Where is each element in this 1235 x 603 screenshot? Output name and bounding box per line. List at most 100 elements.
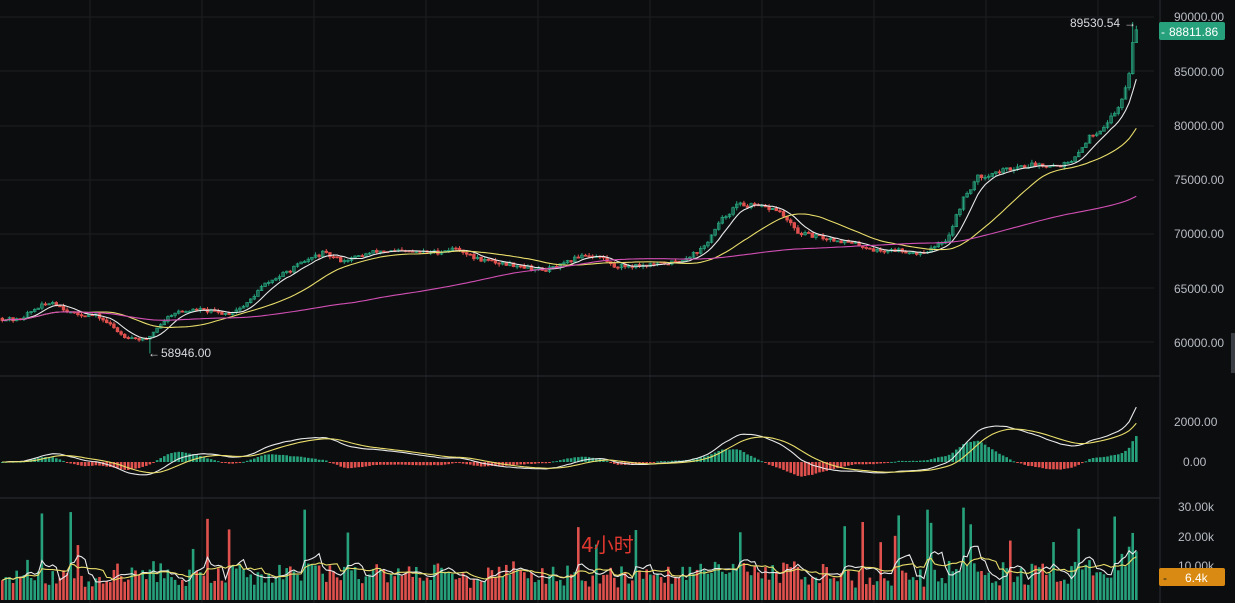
macd-histogram-bar	[548, 462, 551, 463]
macd-histogram-bar	[829, 462, 832, 470]
volume-bar	[861, 522, 864, 600]
volume-bar	[227, 529, 231, 600]
volume-bar	[1120, 553, 1124, 600]
volume-bar	[796, 566, 800, 600]
candle-body	[821, 235, 825, 240]
macd-histogram-bar	[602, 459, 605, 462]
candle-body	[1008, 167, 1012, 171]
last-price-tag-dash: -	[1161, 25, 1165, 39]
macd-histogram-bar	[562, 459, 566, 462]
volume-bar	[357, 579, 360, 600]
volume-bar	[602, 575, 605, 600]
candle-body	[252, 295, 256, 300]
macd-histogram-bar	[937, 457, 940, 462]
macd-histogram-bar	[973, 441, 976, 462]
macd-histogram-bar	[1117, 454, 1120, 462]
macd-histogram-bar	[47, 457, 51, 462]
candle-body	[277, 276, 282, 280]
macd-histogram-bar	[1109, 455, 1113, 462]
candle-body	[569, 260, 573, 263]
volume-bar	[476, 579, 479, 600]
volume-bar	[854, 587, 857, 600]
macd-histogram-bar	[159, 458, 162, 462]
volume-bar	[785, 563, 789, 600]
macd-histogram-bar	[217, 461, 220, 463]
volume-bar	[573, 572, 576, 600]
last-volume-dash: -	[1163, 571, 1167, 585]
volume-bar	[209, 582, 213, 600]
volume-bar	[670, 583, 674, 600]
volume-bar	[76, 545, 80, 600]
macd-histogram-bar	[573, 457, 576, 462]
volume-bar	[353, 567, 357, 600]
macd-histogram-bar	[739, 450, 742, 462]
macd-histogram-bar	[393, 462, 396, 465]
candle-body	[302, 261, 307, 263]
macd-histogram-bar	[422, 462, 425, 466]
macd-histogram-bar	[371, 462, 375, 466]
volume-bar	[4, 577, 8, 600]
candle-body	[979, 174, 984, 179]
volume-bar	[559, 579, 562, 600]
candle-body	[1091, 134, 1095, 137]
candle-body	[33, 309, 37, 312]
macd-histogram-bar	[897, 460, 900, 462]
macd-histogram-bar	[1030, 462, 1034, 467]
volume-bar	[184, 585, 188, 600]
volume-bar	[771, 565, 774, 600]
volume-bar	[789, 567, 792, 600]
volume-bar	[1023, 584, 1026, 600]
high-price-label: 89530.54	[1070, 16, 1120, 30]
candle-body	[1098, 130, 1102, 135]
volume-bar	[26, 559, 29, 600]
volume-bar	[451, 573, 454, 600]
volume-bar	[962, 507, 965, 600]
candle-body	[248, 298, 253, 303]
volume-bar	[566, 565, 569, 600]
macd-histogram-bar	[69, 462, 72, 464]
macd-histogram-bar	[350, 462, 353, 469]
volume-bar	[310, 563, 314, 600]
macd-histogram-bar	[465, 462, 468, 465]
macd-histogram-bar	[965, 442, 969, 462]
candle-body	[504, 262, 508, 266]
macd-histogram-bar	[854, 462, 857, 465]
volume-bar	[692, 574, 695, 600]
candle-body	[346, 259, 350, 262]
macd-histogram-bar	[771, 462, 774, 466]
volume-bar	[883, 578, 886, 600]
candle-body	[155, 327, 159, 333]
candle-body	[907, 252, 912, 255]
candle-body	[519, 265, 523, 268]
volume-bar	[436, 563, 440, 600]
volume-bar	[447, 571, 450, 600]
volume-bar	[865, 584, 868, 600]
macd-histogram-bar	[404, 462, 407, 465]
macd-histogram-bar	[868, 462, 872, 465]
macd-histogram-bar	[692, 458, 695, 462]
macd-histogram-bar	[893, 461, 897, 463]
volume-bar	[749, 575, 753, 600]
candle-body	[486, 258, 490, 261]
candle-body	[994, 171, 998, 174]
volume-bar	[490, 570, 494, 600]
volume-bar	[753, 566, 756, 600]
macd-histogram-bar	[940, 456, 944, 462]
candle-body	[587, 255, 591, 258]
volume-bar	[407, 566, 411, 600]
macd-histogram-bar	[152, 462, 155, 463]
volume-bar	[577, 527, 580, 600]
volume-bar	[123, 581, 126, 600]
candle-body	[320, 250, 325, 257]
panel-resize-handle[interactable]	[1231, 333, 1235, 373]
candle-body	[983, 176, 987, 179]
candle-body	[605, 257, 609, 263]
volume-bar	[368, 574, 371, 600]
volume-bar	[760, 578, 764, 600]
macd-histogram-bar	[872, 462, 875, 465]
macd-histogram-bar	[483, 462, 486, 467]
volume-bar	[141, 570, 144, 600]
macd-histogram-bar	[55, 458, 58, 462]
candle-body	[565, 260, 570, 264]
candle-body	[364, 253, 368, 257]
